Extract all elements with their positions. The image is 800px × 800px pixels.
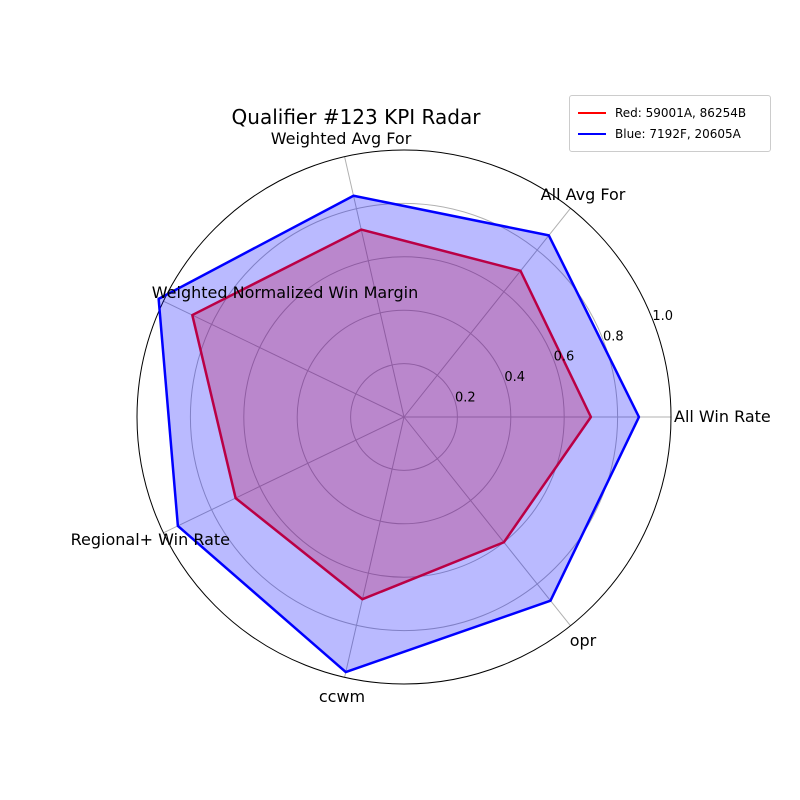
spoke-6 [403,416,571,627]
radial-tick-label-0: 0.2 [455,391,476,406]
legend-label-blue: Blue: 7192F, 20605A [615,126,741,141]
series-fill-1 [158,195,639,673]
axis-label-0: All Win Rate [674,407,771,426]
series-line-1 [157,194,641,674]
series-layer [157,194,641,674]
grid [136,149,672,685]
radial-tick-label-2: 0.6 [554,350,575,365]
legend-entry-blue: Blue: 7192F, 20605A [578,123,762,144]
spoke-3 [163,300,405,418]
axis-label-3: Weighted Normalized Win Margin [152,283,418,302]
radial-tick-label-1: 0.4 [504,370,525,385]
axis-label-4: Regional+ Win Rate [71,530,230,549]
series-fill-0 [192,229,591,600]
axis-label-2: Weighted Avg For [271,129,412,148]
axis-label-1: All Avg For [541,185,626,204]
spoke-2 [344,156,405,418]
axis-label-6: opr [570,631,597,650]
legend-swatch-red [578,111,606,114]
outer-frame [136,149,672,685]
axis-label-5: ccwm [319,687,365,706]
radial-tick-label-3: 0.8 [603,329,624,344]
series-line-0 [191,228,593,601]
spoke-5 [344,416,405,678]
legend-entry-red: Red: 59001A, 86254B [578,102,762,123]
legend-label-red: Red: 59001A, 86254B [615,105,747,120]
radial-tick-label-4: 1.0 [652,309,673,324]
chart-title: Qualifier #123 KPI Radar [232,105,482,129]
spoke-1 [403,207,571,418]
legend: Red: 59001A, 86254B Blue: 7192F, 20605A [569,95,771,152]
spoke-4 [163,416,405,534]
legend-swatch-blue [578,132,606,135]
axis-labels: 0.2 0.4 0.6 0.8 1.0 All Win Rate All Avg For We… [71,129,771,706]
